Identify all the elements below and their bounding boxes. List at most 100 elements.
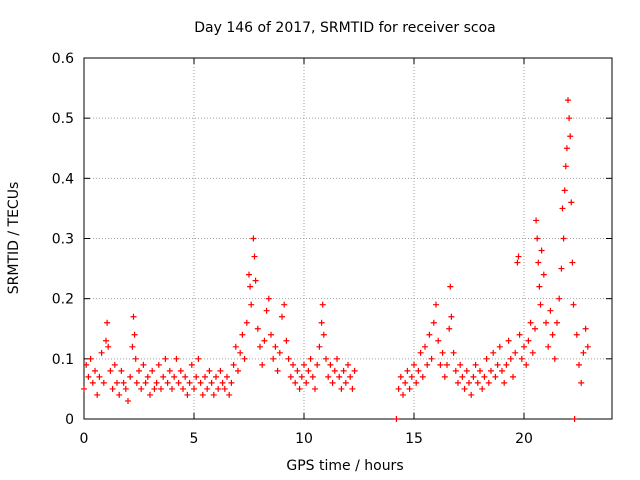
data-point (319, 301, 326, 308)
data-point (492, 373, 499, 380)
data-point (230, 361, 237, 368)
data-point (463, 367, 470, 374)
data-point (210, 391, 217, 398)
data-point (226, 391, 233, 398)
data-point (224, 373, 230, 380)
data-point (551, 355, 558, 362)
data-point (415, 367, 422, 374)
data-point (439, 349, 446, 356)
data-point (422, 343, 428, 350)
data-point (448, 313, 455, 320)
data-point (248, 301, 255, 308)
data-point (483, 355, 490, 362)
data-point (554, 319, 560, 326)
data-point (215, 385, 222, 392)
data-point (540, 271, 547, 278)
data-point (149, 367, 156, 374)
data-point (109, 385, 116, 392)
data-point (457, 361, 464, 368)
y-tick-label: 0 (65, 412, 74, 428)
data-point (406, 385, 413, 392)
data-point (118, 367, 125, 374)
data-point (578, 379, 585, 386)
data-point (534, 235, 541, 242)
data-point (87, 355, 94, 362)
data-point (138, 385, 145, 392)
y-axis-label: SRMTID / TECUs (6, 182, 22, 295)
data-point (213, 373, 219, 380)
data-point (559, 205, 566, 212)
data-point (116, 391, 123, 398)
data-point (400, 391, 406, 398)
data-point (107, 367, 114, 374)
data-point (252, 277, 259, 284)
data-point (419, 373, 426, 380)
data-point (430, 319, 437, 326)
data-point (195, 355, 202, 362)
data-point (505, 337, 512, 344)
data-point (566, 115, 573, 122)
data-point (327, 361, 334, 368)
data-point (114, 379, 120, 386)
data-point (268, 331, 274, 338)
data-point (312, 385, 318, 392)
y-tick-label: 0.1 (52, 352, 74, 368)
data-point (433, 301, 439, 308)
data-point (173, 355, 180, 362)
data-point (325, 373, 332, 380)
data-point (105, 343, 112, 350)
x-tick-label: 20 (515, 431, 533, 447)
data-point (243, 319, 250, 326)
data-point (477, 367, 483, 374)
data-point (397, 373, 404, 380)
data-point (413, 379, 420, 386)
data-point (499, 367, 505, 374)
data-point (529, 349, 536, 356)
data-point (186, 379, 193, 386)
data-point (232, 343, 239, 350)
data-point (568, 199, 575, 206)
data-point (340, 367, 347, 374)
data-point (144, 373, 151, 380)
data-point (558, 265, 565, 272)
data-point (565, 97, 571, 104)
data-point (246, 271, 252, 278)
data-point (435, 337, 442, 344)
data-point (83, 361, 90, 368)
data-point (488, 367, 494, 374)
data-point (251, 253, 258, 260)
data-point (307, 355, 314, 362)
data-point (175, 379, 182, 386)
data-point (468, 391, 475, 398)
data-point (345, 361, 351, 368)
data-point (160, 373, 167, 380)
y-tick-label: 0.4 (52, 171, 74, 187)
data-point (424, 361, 431, 368)
data-point (404, 367, 411, 374)
data-point (329, 379, 336, 386)
data-point (408, 373, 415, 380)
data-point (547, 307, 554, 314)
data-point (474, 379, 481, 386)
data-point (283, 337, 290, 344)
data-point (570, 301, 577, 308)
data-point (153, 379, 160, 386)
data-point (428, 355, 435, 362)
data-point (81, 385, 87, 392)
data-point (111, 361, 118, 368)
data-point (221, 385, 228, 392)
data-point (164, 379, 171, 386)
data-point (281, 301, 288, 308)
data-point (85, 373, 92, 380)
x-tick-label: 0 (80, 431, 89, 447)
data-point (533, 217, 540, 224)
data-point (263, 307, 270, 314)
data-point (206, 367, 213, 374)
data-point (125, 397, 131, 404)
x-tick-label: 10 (295, 431, 313, 447)
data-point (452, 367, 459, 374)
data-point (208, 379, 215, 386)
data-point (515, 253, 522, 260)
data-point (132, 355, 139, 362)
